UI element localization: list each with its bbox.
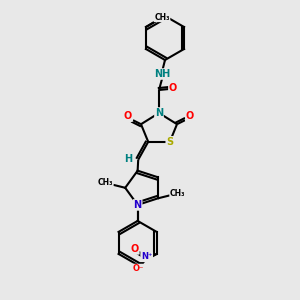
Text: O: O: [169, 83, 177, 93]
Text: N⁺: N⁺: [141, 252, 152, 261]
Text: CH₃: CH₃: [154, 13, 170, 22]
Text: NH: NH: [154, 69, 170, 79]
Text: CH₃: CH₃: [98, 178, 113, 187]
Text: S: S: [166, 137, 173, 147]
Text: O: O: [130, 244, 139, 254]
Text: H: H: [124, 154, 132, 164]
Text: O: O: [186, 111, 194, 121]
Text: N: N: [134, 200, 142, 210]
Text: N: N: [155, 108, 163, 118]
Text: O⁻: O⁻: [133, 264, 144, 273]
Text: O: O: [124, 111, 132, 121]
Text: CH₃: CH₃: [170, 189, 185, 198]
